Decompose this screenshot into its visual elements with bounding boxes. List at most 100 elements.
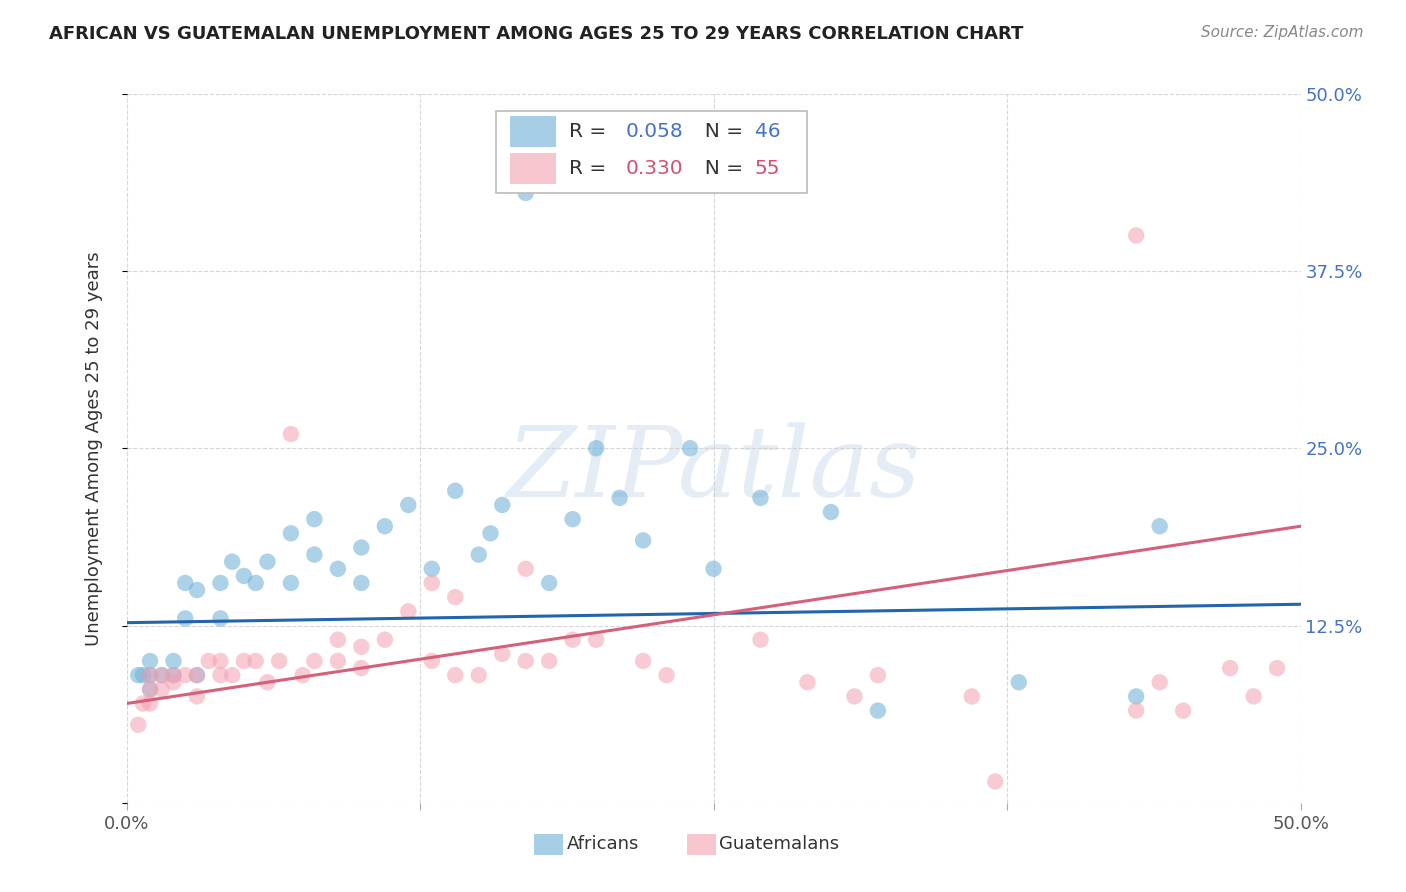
Point [256,675,278,690]
Point [585,632,607,647]
Point [280,427,302,442]
Point [350,640,373,654]
Point [209,611,232,625]
Point [679,441,702,455]
Point [444,590,467,604]
Point [561,512,583,526]
Point [280,526,302,541]
Point [291,668,314,682]
Point [209,668,232,682]
Point [467,668,489,682]
Point [796,675,818,690]
Point [132,697,155,711]
Text: Source: ZipAtlas.com: Source: ZipAtlas.com [1201,25,1364,40]
Point [197,654,219,668]
Point [209,654,232,668]
Point [374,632,396,647]
Text: N =: N = [692,159,749,178]
Point [396,604,419,618]
Point [631,654,654,668]
FancyBboxPatch shape [686,834,714,854]
Point [1265,661,1288,675]
Point [960,690,983,704]
Point [655,668,678,682]
Point [749,632,772,647]
Point [162,654,184,668]
Y-axis label: Unemployment Among Ages 25 to 29 years: Unemployment Among Ages 25 to 29 years [84,251,103,646]
Point [174,576,197,591]
Point [132,668,155,682]
Point [1125,228,1147,243]
Point [245,654,267,668]
Point [269,654,291,668]
Text: 55: 55 [755,159,780,178]
Point [186,668,208,682]
Point [479,526,502,541]
Point [139,697,162,711]
Point [1125,704,1147,718]
Point [585,441,607,455]
Text: N =: N = [692,121,749,141]
Point [1219,661,1241,675]
Point [515,186,537,200]
FancyBboxPatch shape [510,116,555,146]
Text: 46: 46 [755,121,780,141]
Point [1008,675,1031,690]
Point [304,654,326,668]
Text: AFRICAN VS GUATEMALAN UNEMPLOYMENT AMONG AGES 25 TO 29 YEARS CORRELATION CHART: AFRICAN VS GUATEMALAN UNEMPLOYMENT AMONG… [49,25,1024,43]
Point [515,654,537,668]
Point [186,583,208,598]
Point [256,555,278,569]
Point [631,533,654,548]
Point [162,668,184,682]
Point [162,675,184,690]
Point [420,562,443,576]
Text: ZIPatlas: ZIPatlas [506,422,921,517]
Point [491,647,513,661]
Point [491,498,513,512]
Point [326,632,349,647]
Point [350,661,373,675]
Point [1171,704,1194,718]
Point [162,668,184,682]
Point [150,682,173,697]
Point [139,682,162,697]
Point [221,555,243,569]
Point [139,668,162,682]
Point [820,505,842,519]
Point [233,569,256,583]
Point [420,654,443,668]
Text: R =: R = [569,121,613,141]
Point [420,576,443,591]
Point [150,668,173,682]
Point [467,548,489,562]
Point [139,668,162,682]
Point [1149,675,1171,690]
Point [866,704,889,718]
Text: 0.058: 0.058 [626,121,683,141]
Point [304,512,326,526]
Point [844,690,866,704]
Point [304,548,326,562]
Point [1243,690,1265,704]
Point [866,668,889,682]
Point [221,668,243,682]
Text: Guatemalans: Guatemalans [720,835,839,853]
Point [186,690,208,704]
Point [444,483,467,498]
Point [127,668,149,682]
Text: R =: R = [569,159,613,178]
Point [209,576,232,591]
Point [139,682,162,697]
Point [350,576,373,591]
Point [444,668,467,682]
Text: 0.330: 0.330 [626,159,683,178]
Point [186,668,208,682]
Point [139,654,162,668]
Point [350,541,373,555]
Point [702,562,725,576]
Point [538,576,561,591]
Point [561,632,583,647]
FancyBboxPatch shape [510,153,555,183]
Text: Africans: Africans [567,835,640,853]
